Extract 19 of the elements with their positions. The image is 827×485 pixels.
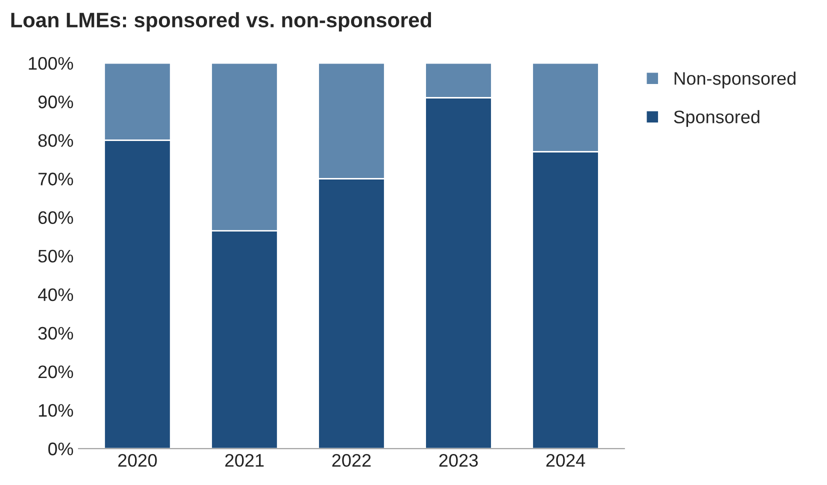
x-tick-label: 2021 <box>225 454 264 467</box>
y-tick-label: 40% <box>38 288 74 302</box>
x-tick-label: 2020 <box>118 454 157 467</box>
y-tick-label: 80% <box>38 134 74 147</box>
y-tick-label: 100% <box>28 56 74 70</box>
y-tick-label: 50% <box>38 250 74 263</box>
x-tick-label: 2023 <box>439 454 478 467</box>
y-tick-label: 10% <box>38 404 74 417</box>
y-tick-label: 90% <box>38 96 74 108</box>
y-tick-label: 0% <box>48 442 74 456</box>
x-tick-label: 2024 <box>546 454 586 467</box>
y-tick-label: 30% <box>38 326 74 340</box>
legend-label: Sponsored <box>674 110 760 127</box>
y-tick-label: 20% <box>38 365 74 378</box>
legend-label: Non-sponsored <box>674 72 796 88</box>
x-tick-label: 2022 <box>332 454 371 467</box>
chart-title: Loan LMEs: sponsored vs. non-sponsored <box>11 12 432 32</box>
y-tick-label: 60% <box>38 211 74 224</box>
y-tick-label: 70% <box>38 172 74 186</box>
